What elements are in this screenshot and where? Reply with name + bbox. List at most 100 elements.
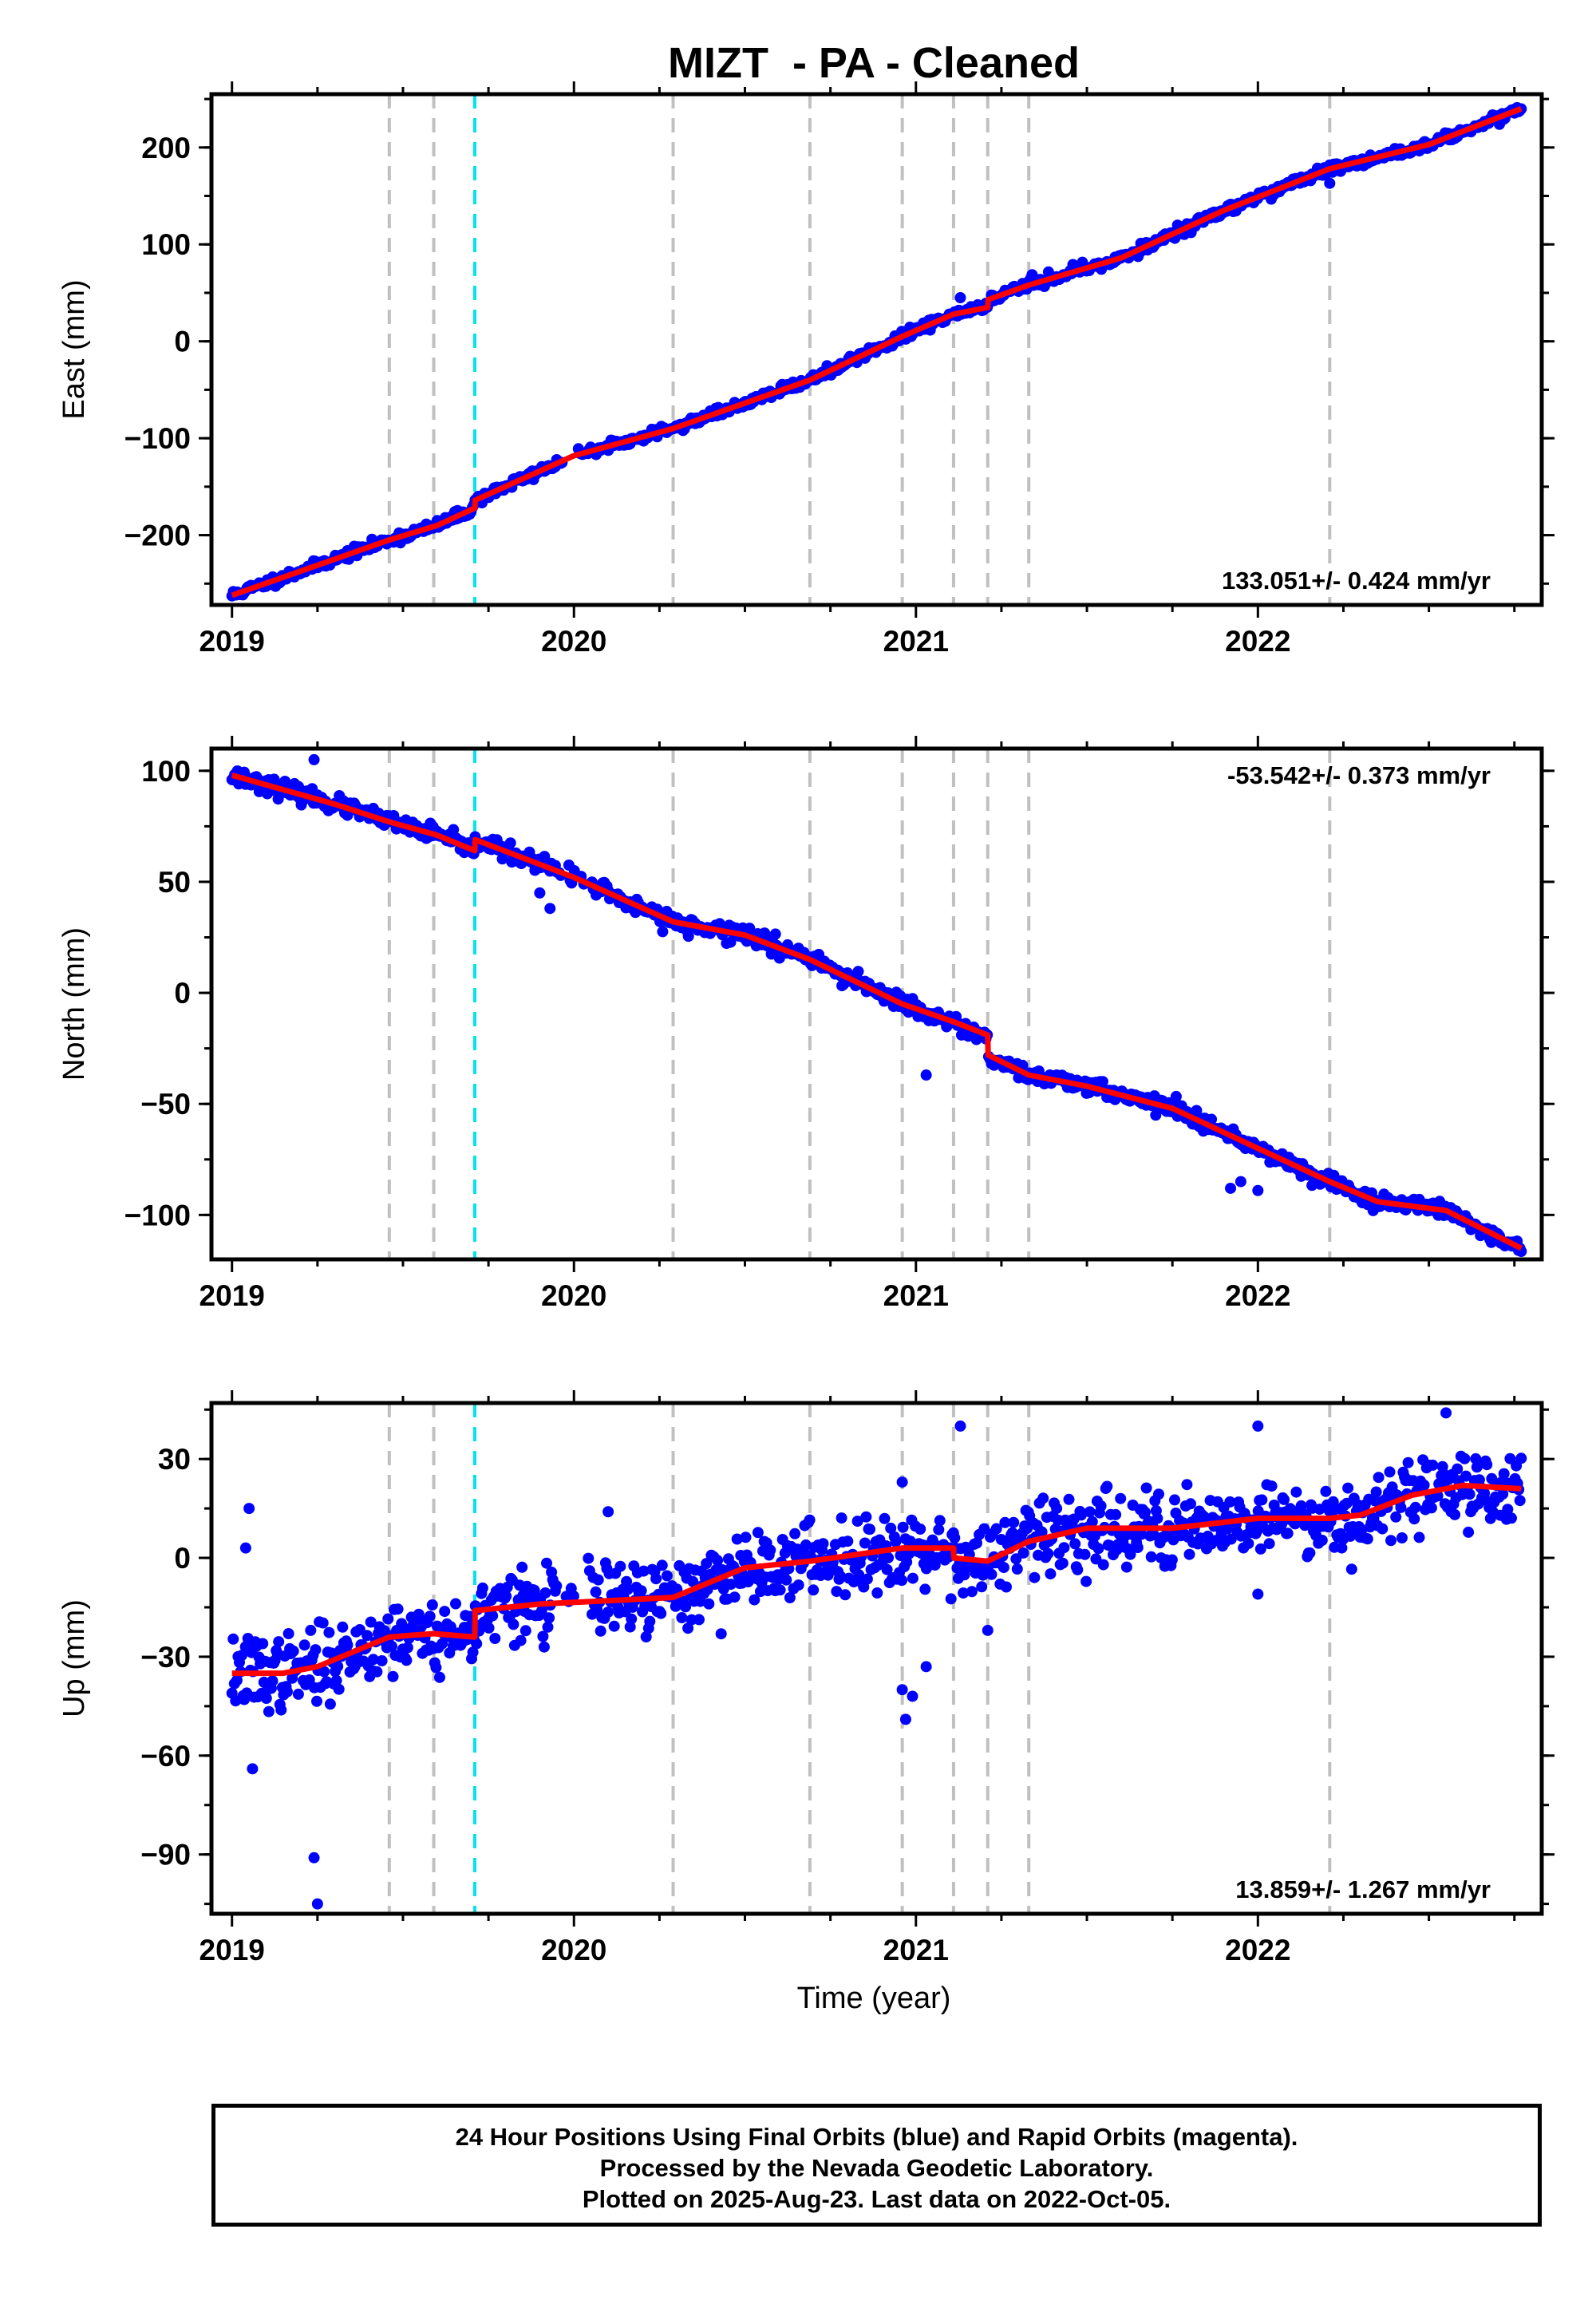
y-tick-label: 30 xyxy=(158,1443,191,1476)
data-point xyxy=(731,1533,743,1545)
data-point xyxy=(1181,1479,1193,1491)
data-point xyxy=(853,1569,865,1581)
data-point xyxy=(1408,1513,1420,1525)
data-point xyxy=(614,1560,626,1572)
x-tick-label: 2021 xyxy=(883,625,949,658)
chart-title: MIZT - PA - Cleaned xyxy=(668,39,1080,87)
data-point xyxy=(881,1563,893,1575)
data-point xyxy=(764,1544,776,1556)
data-point xyxy=(740,1531,752,1543)
data-point xyxy=(361,1630,373,1642)
data-point xyxy=(310,1644,322,1656)
data-point xyxy=(851,1516,863,1528)
outlier-point xyxy=(1252,1184,1264,1196)
data-point xyxy=(817,1538,829,1550)
data-point xyxy=(971,1537,982,1549)
outlier-point xyxy=(920,1661,932,1673)
up-panel: 2019 2020 2021 2022 −90 −60 −30 0 30 Up (mm) 13.85… xyxy=(57,1390,1555,1966)
data-point xyxy=(467,1646,479,1658)
outlier-point xyxy=(243,1503,255,1515)
data-point xyxy=(371,1666,383,1678)
data-point xyxy=(1075,1509,1087,1521)
outlier-point xyxy=(311,1898,323,1910)
x-tick-label: 2019 xyxy=(200,1934,265,1966)
data-point xyxy=(323,1626,335,1638)
data-point xyxy=(1206,1113,1218,1125)
data-point xyxy=(367,1654,379,1666)
data-point xyxy=(682,931,694,943)
data-point xyxy=(1256,1494,1268,1506)
data-point xyxy=(650,1573,662,1585)
data-point xyxy=(543,1612,555,1624)
data-point xyxy=(305,1624,317,1636)
data-point xyxy=(839,1589,851,1601)
data-point xyxy=(330,1674,342,1686)
data-point xyxy=(1096,1076,1108,1088)
data-point xyxy=(1029,1571,1041,1583)
outlier-point xyxy=(308,753,320,765)
data-point xyxy=(784,1592,796,1603)
data-point xyxy=(920,1563,932,1575)
data-point xyxy=(1263,1538,1275,1550)
x-axis-label: Time (year) xyxy=(797,1982,951,2015)
data-point xyxy=(1396,1532,1408,1543)
outlier-point xyxy=(896,1476,908,1488)
east-panel: 2019 2020 2021 2022 −200 −100 0 100 200 East (mm)… xyxy=(57,81,1555,658)
data-point xyxy=(1460,1470,1472,1482)
y-tick-label: 50 xyxy=(158,866,191,899)
data-point xyxy=(1266,1480,1278,1492)
data-point xyxy=(1097,1559,1109,1571)
data-point xyxy=(1036,1526,1048,1538)
data-point xyxy=(966,1586,978,1598)
y-tick-label: 0 xyxy=(174,977,191,1010)
data-point xyxy=(365,1616,377,1628)
data-point xyxy=(1345,1563,1357,1575)
data-point xyxy=(267,1675,279,1687)
outlier-point xyxy=(239,1542,251,1554)
data-point xyxy=(1470,1452,1482,1464)
data-point xyxy=(800,1539,812,1551)
outlier-point xyxy=(308,1852,320,1863)
data-point xyxy=(1063,1493,1075,1505)
data-point xyxy=(602,1607,614,1618)
plot-area xyxy=(226,1403,1527,1914)
data-point xyxy=(1042,1547,1054,1559)
data-point xyxy=(835,1571,847,1582)
data-point xyxy=(657,926,669,938)
data-point xyxy=(439,1606,451,1618)
data-point xyxy=(831,1586,843,1598)
data-point xyxy=(1152,1512,1163,1524)
data-point xyxy=(426,1599,438,1611)
data-point xyxy=(1058,1542,1070,1554)
data-point xyxy=(376,1655,388,1666)
outlier-point xyxy=(544,903,556,915)
data-point xyxy=(842,1535,854,1547)
x-tick-label: 2022 xyxy=(1225,1279,1290,1312)
data-point xyxy=(1148,1529,1159,1541)
data-point xyxy=(638,1565,650,1577)
data-point xyxy=(752,1527,764,1539)
data-point xyxy=(1290,1486,1302,1498)
data-point xyxy=(890,1535,902,1547)
y-tick-label: −60 xyxy=(140,1740,191,1773)
data-point xyxy=(1150,1109,1162,1121)
data-point xyxy=(1080,1575,1092,1587)
data-point xyxy=(934,1515,946,1527)
data-point xyxy=(537,1630,549,1642)
data-point xyxy=(999,1516,1011,1528)
data-point xyxy=(1515,1452,1527,1464)
data-point xyxy=(273,1636,285,1648)
data-point xyxy=(342,1639,354,1651)
data-point xyxy=(676,1612,688,1623)
x-tick-label: 2021 xyxy=(883,1934,949,1966)
data-point xyxy=(1502,1504,1514,1516)
data-point xyxy=(538,1641,550,1653)
data-point xyxy=(333,1683,345,1695)
data-point xyxy=(729,1591,741,1603)
data-point xyxy=(282,1686,293,1697)
data-point xyxy=(725,1579,737,1591)
data-point xyxy=(1115,1492,1127,1504)
data-point xyxy=(424,1611,436,1622)
data-point xyxy=(1145,1551,1157,1563)
outlier-point xyxy=(954,292,966,304)
